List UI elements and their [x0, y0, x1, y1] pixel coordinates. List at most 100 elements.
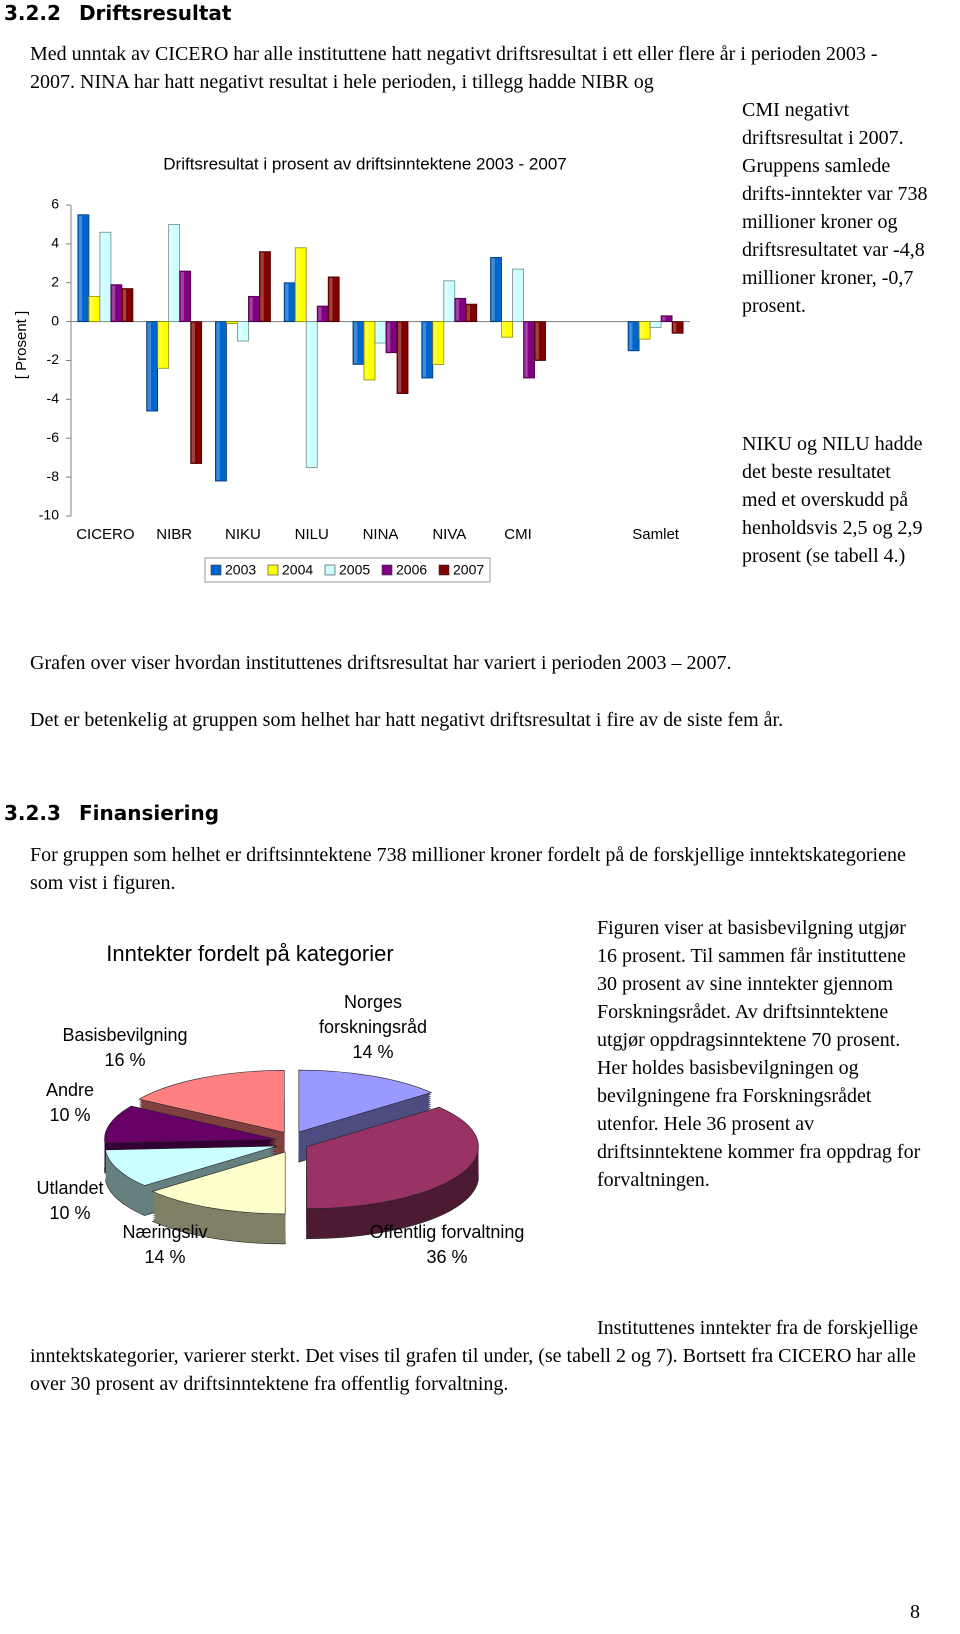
x-tick-label: NIVA — [432, 526, 466, 543]
bar — [327, 276, 340, 323]
bar — [396, 321, 409, 394]
bar-shine — [238, 322, 242, 341]
pie-label-value: 16 % — [104, 1050, 146, 1070]
heading-title: Driftsresultat — [78, 1, 232, 25]
legend-swatch — [324, 564, 336, 576]
chart: Inntekter fordelt på kategorier — [104, 941, 479, 1245]
heading: 3.2.3 Finansiering — [4, 800, 219, 826]
bar-shine — [673, 322, 677, 333]
bar-shine — [444, 281, 449, 321]
bar-shine — [433, 322, 438, 364]
bar-shine — [180, 272, 184, 321]
bar-chart: Driftsresultat i prosent av driftsinntek… — [0, 150, 740, 600]
y-tick-label: -8 — [47, 468, 60, 484]
pie-chart: Inntekter fordelt på kategorier Norges f… — [0, 920, 580, 1290]
bar-shine — [455, 299, 460, 321]
legend-label: 2007 — [453, 562, 484, 578]
bar-shine — [398, 322, 402, 393]
bar — [363, 321, 376, 381]
bar-shine — [216, 322, 220, 481]
pie-slice — [104, 1105, 277, 1144]
bar-shine — [651, 322, 655, 327]
heading: 3.2.2 Driftsresultat — [4, 0, 231, 26]
y-tick-label: -2 — [47, 351, 60, 367]
paragraph: Det er betenkelig at gruppen som helhet … — [30, 709, 784, 731]
paragraph: Figuren viser at basisbevilgning utgjør … — [597, 917, 921, 1191]
pie-label-name: Basisbevilgning — [62, 1025, 188, 1045]
pie-label-name: Norges forskningsråd — [318, 992, 428, 1037]
page-number: 8 — [910, 1601, 920, 1623]
bar-shine — [296, 248, 300, 321]
bar — [501, 321, 513, 338]
chart: Driftsresultat i prosent av driftsinntek… — [13, 154, 690, 583]
heading-title: Finansiering — [78, 801, 220, 825]
bar — [179, 270, 192, 323]
bar-shine — [169, 225, 173, 321]
paragraph: NIKU og NILU hadde det beste resultatet … — [742, 433, 923, 567]
bar-shine — [191, 322, 195, 463]
legend-label: 2005 — [339, 562, 370, 578]
y-tick-label: -4 — [47, 390, 60, 406]
legend-label: 2004 — [282, 562, 313, 578]
bar-shine — [353, 322, 358, 364]
pie-label: Utlandet 10 % — [10, 1176, 130, 1226]
pie-slice — [151, 1151, 286, 1215]
pie-label-value: 10 % — [49, 1105, 91, 1125]
bar-shine — [513, 270, 517, 321]
bar-shine — [100, 233, 105, 321]
x-tick-label: NIBR — [156, 526, 192, 543]
bar-shine — [318, 307, 322, 321]
bar — [534, 321, 546, 361]
pie-label-value: 14 % — [352, 1042, 394, 1062]
pie-label-name: Næringsliv — [122, 1222, 208, 1242]
paragraph: Med unntak av CICERO har alle institutte… — [30, 43, 878, 93]
bar — [121, 288, 134, 323]
paragraph: For gruppen som helhet er driftsinntekte… — [30, 844, 906, 894]
bar-shine — [502, 322, 506, 337]
bar — [226, 321, 238, 324]
legend-swatch — [381, 564, 393, 576]
bar-shine — [89, 297, 94, 321]
bar — [638, 321, 651, 340]
bar — [660, 315, 673, 323]
bar-shine — [535, 322, 539, 360]
bar-shine — [147, 322, 151, 411]
pie-label-value: 14 % — [144, 1247, 186, 1267]
bar — [512, 268, 524, 323]
bar — [190, 321, 203, 464]
bar-shine — [158, 322, 162, 368]
bar-shine — [629, 322, 633, 350]
pie-label: Offentlig forvaltning 36 % — [337, 1220, 557, 1270]
bar — [157, 321, 170, 369]
bar-shine — [364, 322, 369, 379]
bar-shine — [524, 322, 528, 377]
x-tick-label: CICERO — [76, 526, 134, 543]
pie-label: Næringsliv 14 % — [95, 1220, 235, 1270]
bar — [465, 303, 478, 323]
bar — [294, 247, 307, 323]
legend-label: 2006 — [396, 562, 427, 578]
bar — [490, 257, 502, 323]
bar-shine — [307, 322, 311, 467]
pie-slice — [298, 1069, 433, 1133]
bar-shine — [122, 289, 127, 321]
y-tick-label: -10 — [39, 507, 59, 523]
bar — [259, 251, 271, 323]
y-tick-label: 6 — [51, 196, 59, 212]
bar — [237, 321, 249, 342]
pie-label: Norges forskningsråd 14 % — [308, 990, 438, 1065]
paragraph: CMI negativt driftsresultat i 2007. Grup… — [742, 99, 928, 317]
y-tick-label: 0 — [51, 312, 59, 328]
bar-shine — [466, 305, 471, 321]
bar-shine — [375, 322, 380, 343]
heading-number: 3.2.3 — [4, 801, 61, 825]
bar-shine — [249, 297, 253, 321]
bar-shine — [329, 277, 333, 321]
chart-title: Inntekter fordelt på kategorier — [106, 941, 393, 966]
bar-shine — [111, 285, 116, 321]
paragraph: Instituttenes inntekter fra de forskjell… — [30, 1317, 919, 1395]
paragraph: Grafen over viser hvordan instituttenes … — [30, 652, 732, 674]
bar-shine — [260, 252, 264, 321]
legend-swatch — [267, 564, 279, 576]
